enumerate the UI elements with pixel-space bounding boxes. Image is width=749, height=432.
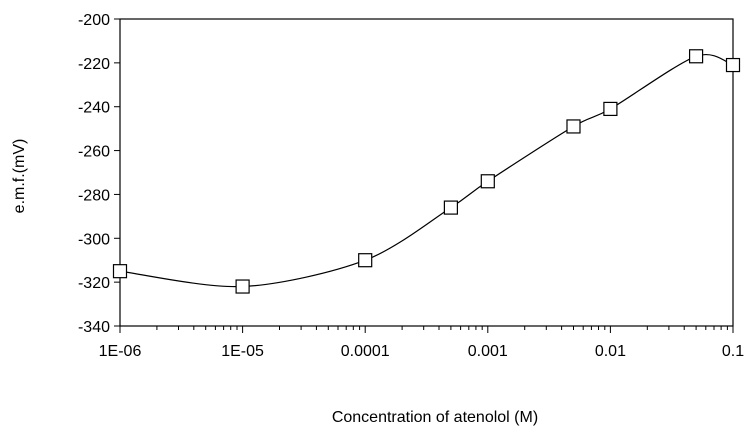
data-point bbox=[112, 264, 128, 279]
x-axis: 1E-06 1E-05 0.0001 0.001 0.01 0.1 bbox=[99, 326, 744, 360]
data-point bbox=[688, 49, 704, 64]
data-point bbox=[235, 279, 250, 294]
series-line bbox=[119, 54, 734, 288]
x-tick-label: 0.1 bbox=[722, 343, 744, 360]
x-tick-label: 0.01 bbox=[595, 343, 626, 360]
y-tick-label: -340 bbox=[78, 319, 110, 336]
data-point bbox=[443, 200, 458, 215]
data-point bbox=[358, 253, 373, 268]
data-point bbox=[566, 119, 581, 134]
x-tick-label: 0.001 bbox=[468, 343, 508, 360]
y-tick-label: -200 bbox=[78, 12, 110, 29]
y-tick-label: -320 bbox=[78, 275, 110, 292]
x-tick-label: 0.0001 bbox=[341, 343, 390, 360]
data-points bbox=[112, 49, 741, 294]
x-axis-title: Concentration of atenolol (M) bbox=[332, 409, 538, 426]
y-tick-label: -220 bbox=[78, 56, 110, 73]
data-point bbox=[480, 174, 495, 189]
plot-border bbox=[119, 18, 734, 327]
data-point bbox=[603, 101, 618, 117]
plot-area bbox=[119, 18, 734, 327]
data-point bbox=[725, 57, 741, 73]
y-tick-label: -260 bbox=[78, 144, 110, 161]
y-axis: -200 -220 -240 -260 -280 -300 -320 -340 bbox=[78, 12, 120, 336]
y-tick-label: -300 bbox=[78, 231, 110, 248]
x-tick-label: 1E-06 bbox=[99, 343, 142, 360]
y-axis-title: e.m.f.(mV) bbox=[11, 139, 28, 214]
y-tick-label: -240 bbox=[78, 100, 110, 117]
y-tick-label: -280 bbox=[78, 187, 110, 204]
x-tick-label: 1E-05 bbox=[221, 343, 264, 360]
